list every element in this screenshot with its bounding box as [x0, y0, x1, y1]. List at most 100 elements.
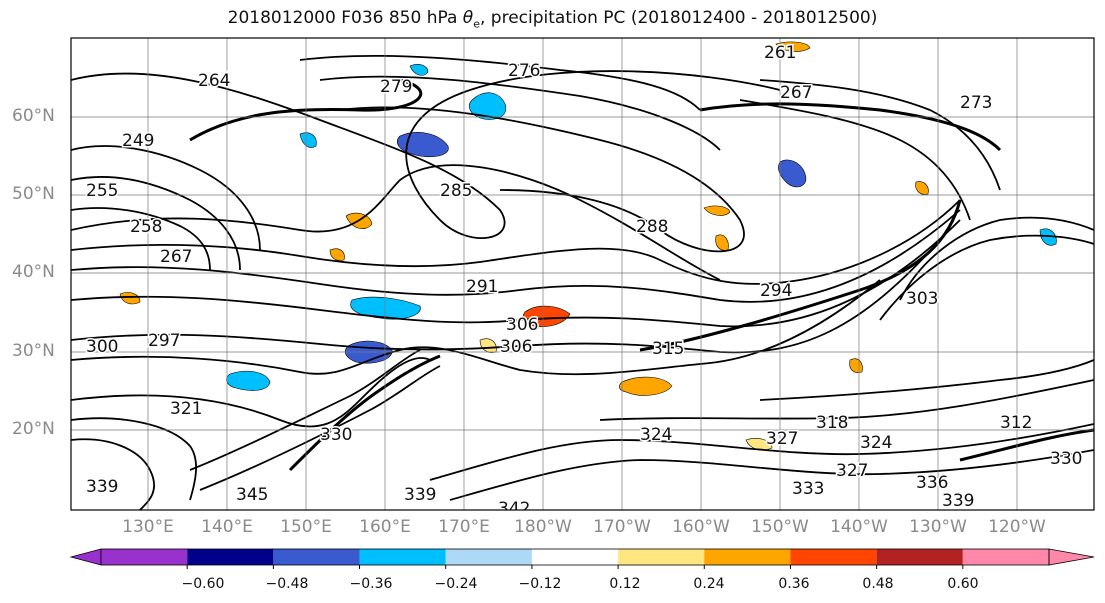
precip-patch-negative [397, 132, 449, 158]
contour-line [959, 428, 1094, 462]
contour-label: 294 [760, 281, 792, 301]
contour-line [71, 207, 211, 271]
contour-label: 291 [466, 277, 498, 297]
theta-e-contours [71, 54, 1094, 510]
contour-label: 285 [440, 181, 472, 201]
precip-patch-negative [350, 296, 421, 320]
lon-label-140W: 140°W [830, 517, 888, 537]
contour-line [71, 438, 155, 510]
contour-line [71, 219, 961, 328]
contour-line [449, 449, 1094, 501]
precip-patch-positive [775, 41, 811, 52]
lon-label-160W: 160°W [672, 517, 730, 537]
contour-line [299, 54, 701, 111]
contour-line [899, 216, 1094, 301]
contour-label: 267 [780, 83, 812, 103]
precip-patch-positive [849, 358, 863, 373]
contour-label: 303 [906, 289, 938, 309]
contour-line [71, 239, 941, 354]
map-title: 2018012000 F036 850 hPa θe, precipitatio… [227, 8, 878, 31]
contour-label: 339 [86, 477, 118, 497]
lat-label-30N: 30°N [12, 341, 55, 361]
contour-line [189, 349, 421, 471]
colorbar-tick: 0.60 [947, 576, 979, 592]
precip-patch-negative [409, 64, 429, 76]
contour-labels: 264 279 276 261 267 273 249 255 258 267 285 288 291 2… [85, 42, 1084, 519]
contour-label: 339 [942, 491, 974, 511]
colorbar-tick: −0.24 [434, 576, 478, 592]
precip-patch-positive [715, 234, 729, 251]
colorbar [69, 548, 1095, 569]
contour-line [199, 365, 441, 491]
contour-label: 306 [500, 337, 532, 357]
colorbar-segment [445, 549, 532, 565]
contour-label: 279 [380, 77, 412, 97]
contour-line [71, 209, 961, 303]
colorbar-tick: 0.48 [862, 576, 894, 592]
lat-label-40N: 40°N [12, 262, 55, 282]
contour-label: 273 [960, 93, 992, 113]
contour-label: 249 [122, 131, 154, 151]
colorbar-segment [101, 549, 188, 565]
contour-label: 312 [1000, 413, 1032, 433]
lon-label-170E: 170°E [438, 517, 490, 537]
precip-patch-negative [778, 159, 807, 188]
precip-patch-negative [299, 132, 317, 148]
contour-label: 333 [792, 479, 824, 499]
lon-label-130W: 130°W [909, 517, 967, 537]
lon-label-180W: 180°W [514, 517, 572, 537]
precip-patch-negative [1039, 228, 1057, 246]
lat-label-60N: 60°N [12, 106, 55, 126]
contour-label: 321 [170, 399, 202, 419]
contour-label: 327 [766, 429, 798, 449]
contour-label: 318 [816, 413, 848, 433]
precip-patch-positive [119, 292, 141, 305]
dense-contour-band [189, 78, 1094, 472]
contour-line [699, 102, 1002, 152]
contour-label: 306 [506, 315, 538, 335]
contour-line [319, 75, 721, 151]
contour-label: 300 [86, 337, 118, 357]
contour-label: 342 [498, 499, 530, 519]
precip-patch-positive [522, 305, 571, 327]
lon-label-140E: 140°E [201, 517, 253, 537]
precip-patch-positive [479, 338, 497, 353]
colorbar-tick: −0.36 [349, 576, 393, 592]
map-frame [70, 37, 1095, 511]
contour-label: 276 [508, 61, 540, 81]
precip-patch-positive [915, 181, 929, 195]
contour-line [599, 379, 1094, 421]
contour-label: 288 [636, 217, 668, 237]
precip-patch-positive [745, 438, 773, 451]
precip-patch-positive [329, 248, 345, 261]
graticule [71, 38, 1094, 510]
colorbar-segment [790, 549, 877, 565]
contour-label: 258 [130, 217, 162, 237]
contour-label: 330 [1050, 449, 1082, 469]
contour-label: 255 [86, 181, 118, 201]
contour-label: 339 [404, 485, 436, 505]
lat-label-20N: 20°N [12, 419, 55, 439]
lon-label-170W: 170°W [593, 517, 651, 537]
lon-label-130E: 130°E [122, 517, 174, 537]
colorbar-frame [100, 548, 1050, 566]
colorbar-segment [704, 549, 791, 565]
contour-label: 315 [652, 339, 684, 359]
contour-label: 327 [836, 461, 868, 481]
colorbar-tick: 0.24 [693, 576, 725, 592]
contour-line [739, 99, 971, 221]
contour-line [288, 354, 441, 472]
colorbar-segment [187, 549, 274, 565]
lat-label-50N: 50°N [12, 184, 55, 204]
contour-line [429, 423, 1094, 481]
colorbar-segment [359, 549, 446, 565]
contour-line [71, 279, 881, 376]
colorbar-tick: 0.36 [778, 576, 810, 592]
contour-line [71, 145, 261, 251]
contour-label: 324 [860, 433, 892, 453]
colorbar-extend-max [1048, 548, 1095, 566]
contour-label: 336 [916, 473, 948, 493]
contour-line [759, 359, 1094, 401]
colorbar-segment [531, 549, 619, 565]
